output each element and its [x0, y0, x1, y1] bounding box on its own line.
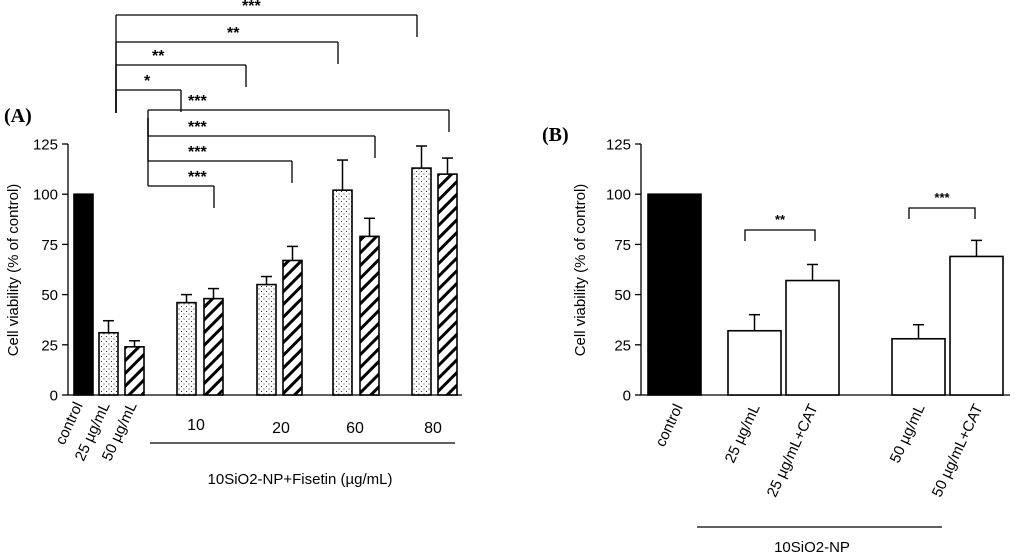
panel-a-bar-80-25-g-ml — [411, 167, 432, 396]
panel-a-bar-control-control — [73, 193, 94, 396]
panel-a-error-bar-50-g-ml-50-g-ml — [129, 340, 140, 347]
panel-a-x-label-20: 20 — [272, 420, 290, 437]
panel-b-error-bar-25-g-ml-cat — [807, 263, 818, 281]
panel-a-bar-80-50-g-ml — [437, 173, 458, 396]
panel-b-error-bar-50-g-ml — [913, 323, 924, 339]
panel-a-bar-10-50-g-ml — [203, 297, 224, 396]
panel-a-label: (A) — [4, 105, 32, 127]
panel-b-label: (B) — [542, 124, 569, 146]
panel-a-y-tick-label-0: 0 — [50, 388, 58, 405]
panel-a-y-tick-label-50: 50 — [41, 287, 58, 304]
panel-b-bar-50-g-ml — [891, 337, 946, 396]
panel-a-sig-bracket-25-g-ml-vs-10: * — [115, 73, 182, 113]
panel-b-x-label-50-cat: 50 µg/mL+CAT — [929, 402, 987, 500]
panel-b-bar-control — [647, 193, 702, 396]
panel-a-error-bar-20-50-g-ml — [287, 245, 298, 261]
panel-a-sig-bracket-25-g-ml-vs-80: *** — [115, 0, 418, 113]
panel-a-bar-20-25-g-ml — [256, 283, 277, 396]
panel-b-bar-25-g-ml-cat — [785, 279, 840, 396]
panel-a-y-axis-label: Cell viability (% of control) — [5, 184, 22, 357]
panel-b-group-caption: 10SiO2-NP — [774, 539, 850, 556]
panel-a-error-bar-25-g-ml-25-g-ml — [103, 319, 114, 333]
panel-b-sig-label-50-g-ml-vs-50-g-ml-cat: *** — [934, 190, 950, 205]
panel-b-x-label-25: 25 µg/mL — [722, 402, 764, 466]
panel-a-sig-label-25-g-ml-vs-80: *** — [242, 0, 261, 15]
panel-a-sig-bracket-50-g-ml-vs-80: *** — [147, 93, 450, 132]
panel-a-error-bar-60-50-g-ml — [364, 217, 375, 237]
panel-b-y-tick-label-100: 100 — [606, 187, 631, 204]
panel-b-y-tick-label-25: 25 — [614, 337, 631, 354]
panel-b-x-label-50: 50 µg/mL — [887, 402, 929, 466]
panel-a-sig-label-50-g-ml-vs-80: *** — [188, 93, 207, 110]
panel-a-x-labels: control 25 µg/mL 50 µg/mL 10 20 60 80 — [52, 400, 442, 464]
panel-a-sig-label-50-g-ml-vs-60: *** — [188, 119, 207, 136]
panel-a-sig-bracket-50-g-ml-vs-10: *** — [147, 118, 215, 208]
panel-a-axes: 0 25 50 75 100 125 — [33, 137, 462, 405]
panel-b-bars — [647, 193, 1004, 396]
panel-a-sig-label-25-g-ml-vs-10: * — [144, 73, 151, 90]
panel-b-y-tick-label-75: 75 — [614, 237, 631, 254]
panel-a-sig-label-50-g-ml-vs-10: *** — [188, 169, 207, 186]
panel-a-sig-label-25-g-ml-vs-20: ** — [152, 48, 165, 65]
panel-a-sig-label-50-g-ml-vs-20: *** — [188, 144, 207, 161]
panel-b-y-tick-label-125: 125 — [606, 137, 631, 154]
panel-b-sig-label-25-g-ml-vs-25-g-ml-cat: ** — [775, 212, 786, 227]
panel-a-sig-bracket-50-g-ml-vs-20: *** — [147, 118, 293, 183]
panel-a-error-bar-20-25-g-ml — [261, 275, 272, 285]
panel-a-x-label-60: 60 — [346, 420, 364, 437]
panel-a-error-bar-60-25-g-ml — [337, 159, 348, 191]
panel-a-bar-20-50-g-ml — [282, 259, 303, 396]
panel-b-x-labels: control 25 µg/mL 25 µg/mL+CAT 50 µg/mL 5… — [652, 402, 986, 500]
panel-b-significance: ***** — [744, 190, 976, 241]
panel-a-chart: (A) Cell viability (% of control) 0 25 50 7… — [4, 0, 462, 488]
panel-a-y-tick-label-125: 125 — [33, 137, 58, 154]
panel-b-bar-25-g-ml — [727, 329, 782, 396]
panel-a-sig-label-25-g-ml-vs-60: ** — [227, 25, 240, 42]
panel-b-error-bar-50-g-ml-cat — [971, 239, 982, 257]
panel-b-x-label-control: control — [652, 402, 686, 450]
panel-b-y-axis-label: Cell viability (% of control) — [572, 184, 589, 357]
panel-a-y-tick-label-25: 25 — [41, 337, 58, 354]
panel-b-y-tick-label-50: 50 — [614, 287, 631, 304]
panel-a-y-tick-label-100: 100 — [33, 187, 58, 204]
panel-b-error-bar-25-g-ml — [749, 313, 760, 331]
panel-b-sig-bracket-25-g-ml-vs-25-g-ml-cat: ** — [744, 212, 816, 241]
panel-b-x-label-25-cat: 25 µg/mL+CAT — [764, 402, 822, 500]
panel-a-y-tick-label-75: 75 — [41, 237, 58, 254]
panel-a-error-bar-80-50-g-ml — [442, 157, 453, 175]
panel-b-chart: (B) Cell viability (% of control) 0 25 50 7… — [542, 124, 1010, 556]
panel-a-sig-bracket-50-g-ml-vs-60: *** — [147, 118, 376, 158]
panel-a-bar-50-g-ml-50-g-ml — [124, 346, 145, 396]
panel-a-error-bar-10-25-g-ml — [181, 293, 192, 303]
panel-a-bar-10-25-g-ml — [176, 301, 197, 396]
panel-a-sig-bracket-25-g-ml-vs-60: ** — [115, 25, 339, 113]
panel-a-bar-25-g-ml-25-g-ml — [98, 331, 119, 396]
panel-a-group-caption: 10SiO2-NP+Fisetin (µg/mL) — [208, 471, 393, 488]
panel-a-x-label-10: 10 — [187, 417, 205, 434]
panel-a-x-label-80: 80 — [424, 420, 442, 437]
panel-a-significance: ******************** — [115, 0, 450, 208]
panel-b-y-tick-label-0: 0 — [623, 388, 631, 405]
panel-a-bars — [73, 145, 458, 396]
panel-a-bar-60-25-g-ml — [332, 189, 353, 396]
panel-a-error-bar-10-50-g-ml — [208, 287, 219, 299]
panel-a-error-bar-80-25-g-ml — [416, 145, 427, 169]
panel-b-sig-bracket-50-g-ml-vs-50-g-ml-cat: *** — [908, 190, 976, 219]
panel-b-bar-50-g-ml-cat — [949, 255, 1004, 396]
panel-a-bar-60-50-g-ml — [359, 235, 380, 396]
